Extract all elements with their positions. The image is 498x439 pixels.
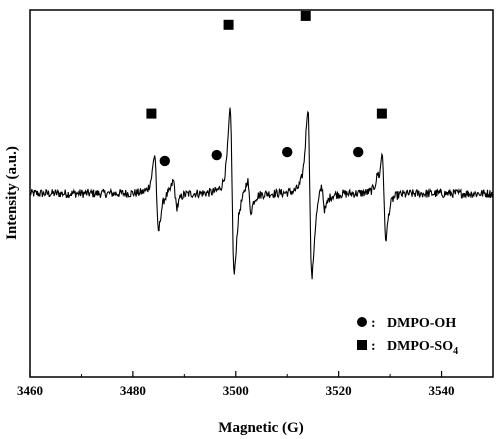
marker-dmpo-so4 [146,108,157,119]
legend-square-symbol [357,340,367,350]
marker-dmpo-so4 [376,108,387,119]
spectrum-line [29,107,494,280]
legend-separator: : [371,339,376,354]
y-axis-title: Intensity (a.u.) [4,146,20,240]
legend-label: DMPO-SO4 [387,339,458,357]
x-axis-title: Magnetic (G) [218,420,303,436]
legend: : DMPO-OH: DMPO-SO4 [357,316,458,357]
marker-dmpo-oh [353,146,364,158]
marker-dmpo-so4 [300,10,311,21]
legend-label: DMPO-OH [387,316,456,331]
x-tick-label: 3540 [429,383,455,398]
legend-separator: : [371,316,376,331]
marker-dmpo-so4 [223,19,234,30]
marker-dmpo-oh [159,155,170,167]
legend-circle-symbol [357,317,367,327]
x-tick-label: 3460 [17,383,43,398]
x-axis-tick-labels: 3460 3480 3500 3520 3540 [17,383,455,398]
x-tick-label: 3500 [223,383,249,398]
x-axis-ticks [29,371,443,377]
x-tick-label: 3480 [120,383,146,398]
peak-markers [146,10,387,167]
x-tick-label: 3520 [326,383,352,398]
marker-dmpo-oh [282,146,293,158]
marker-dmpo-oh [211,149,222,161]
